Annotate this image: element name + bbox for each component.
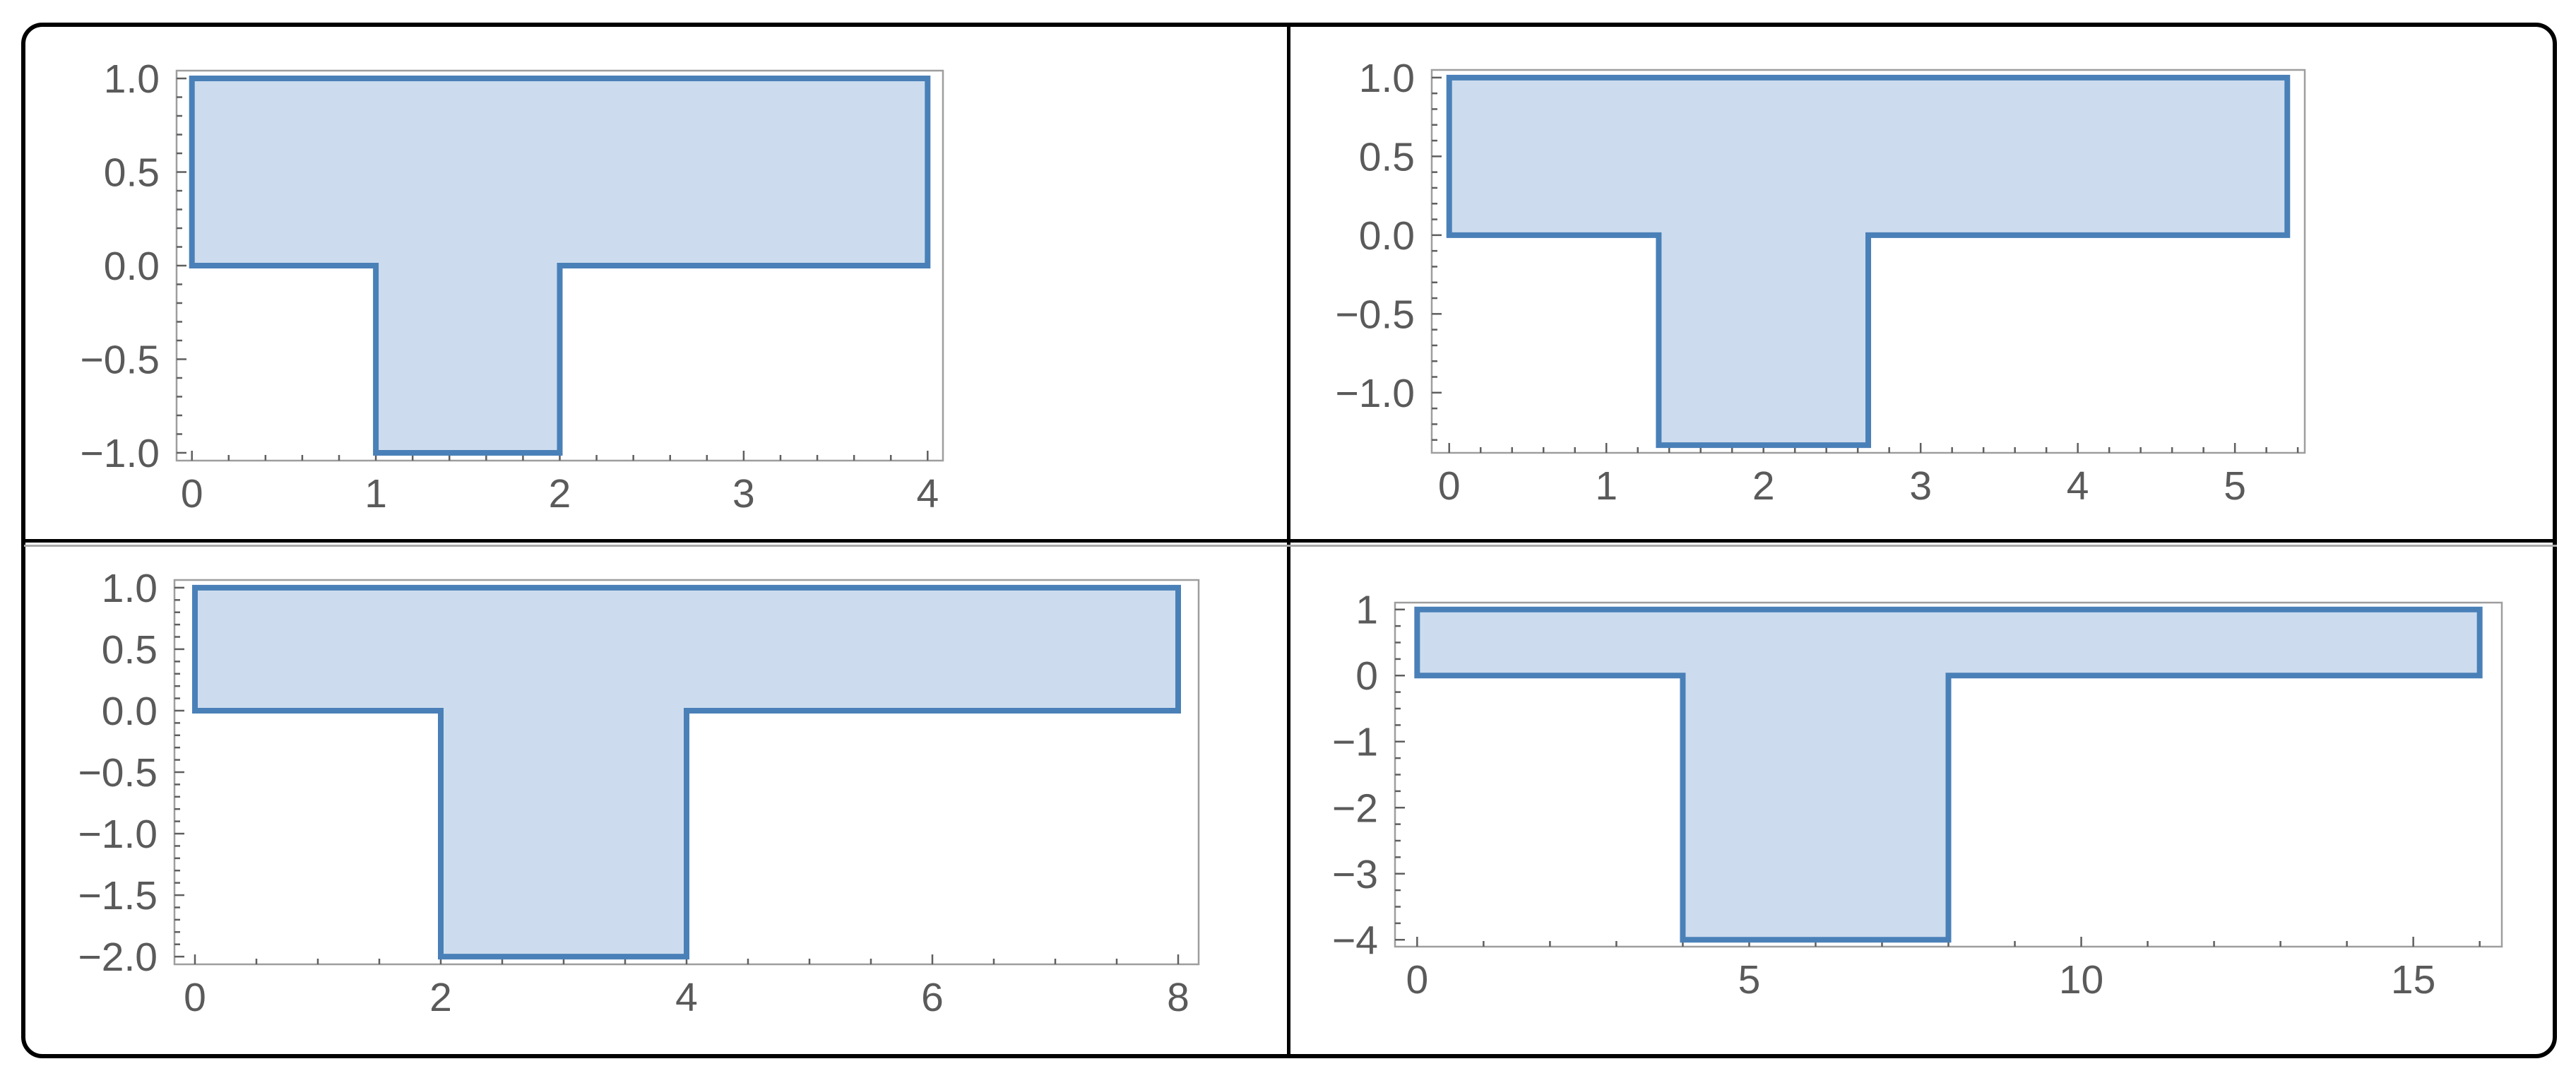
x-axis-labels: 0 5 10 15 bbox=[1406, 957, 2435, 1002]
y-axis-ticks bbox=[1432, 76, 1442, 441]
y-tick-label: −2.0 bbox=[78, 935, 158, 980]
x-tick-label: 5 bbox=[1738, 957, 1761, 1002]
x-tick-label: 4 bbox=[916, 471, 939, 516]
x-tick-label: 3 bbox=[1909, 463, 1932, 509]
x-tick-label: 10 bbox=[2059, 957, 2103, 1002]
t-shape-region bbox=[1414, 606, 2483, 943]
x-tick-label: 5 bbox=[2224, 463, 2246, 509]
x-tick-label: 8 bbox=[1167, 975, 1189, 1020]
x-tick-label: 1 bbox=[1595, 463, 1618, 509]
x-tick-label: 15 bbox=[2391, 957, 2435, 1002]
x-tick-label: 1 bbox=[364, 471, 387, 516]
plot-panel-bottom-left: 0 2 4 6 8 1.0 0.5 0.0 −0.5 −1.0 −1.5 −2.0 bbox=[78, 566, 1200, 1020]
y-tick-label: 0 bbox=[1355, 653, 1378, 699]
y-axis-ticks bbox=[1395, 608, 1405, 941]
plot-frame bbox=[1430, 69, 2306, 454]
x-tick-label: 0 bbox=[184, 975, 206, 1020]
y-tick-label: 1.0 bbox=[104, 57, 160, 102]
x-tick-label: 2 bbox=[429, 975, 452, 1020]
y-axis-labels: 1.0 0.5 0.0 −0.5 −1.0 bbox=[1335, 56, 1415, 416]
y-tick-label: −1.0 bbox=[1335, 371, 1415, 416]
x-axis-ticks bbox=[191, 451, 929, 461]
y-tick-label: 0.5 bbox=[1359, 134, 1415, 179]
plot-panel-top-right: 0 1 2 3 4 5 1.0 0.5 0.0 −0.5 −1.0 bbox=[1335, 56, 2306, 509]
y-tick-label: −1.5 bbox=[78, 873, 158, 918]
y-axis-labels: 1.0 0.5 0.0 −0.5 −1.0 −1.5 −2.0 bbox=[78, 566, 158, 980]
y-tick-label: −1 bbox=[1332, 720, 1378, 765]
y-tick-label: 0.0 bbox=[102, 689, 158, 734]
y-tick-label: 0.5 bbox=[102, 627, 158, 673]
y-tick-label: 0.0 bbox=[1359, 213, 1415, 259]
y-axis-labels: 1 0 −1 −2 −3 −4 bbox=[1332, 588, 1378, 964]
y-tick-label: −1.0 bbox=[78, 812, 158, 857]
y-tick-label: 0.5 bbox=[104, 150, 160, 196]
x-axis-ticks bbox=[1448, 443, 2299, 453]
x-axis-labels: 0 1 2 3 4 5 bbox=[1438, 463, 2246, 509]
y-tick-label: 0.0 bbox=[104, 244, 160, 289]
x-tick-label: 0 bbox=[1438, 463, 1461, 509]
y-tick-label: −3 bbox=[1332, 852, 1378, 897]
y-tick-label: −0.5 bbox=[80, 337, 160, 382]
x-tick-label: 6 bbox=[921, 975, 944, 1020]
y-tick-label: −0.5 bbox=[78, 750, 158, 795]
y-tick-label: 1.0 bbox=[1359, 56, 1415, 101]
y-tick-label: −1.0 bbox=[80, 431, 160, 476]
grid-divider-shadow bbox=[24, 545, 2557, 547]
y-tick-label: −4 bbox=[1332, 918, 1378, 963]
x-axis-labels: 0 2 4 6 8 bbox=[184, 975, 1189, 1020]
plot-panel-top-left: 0 1 2 3 4 1.0 0.5 0.0 −0.5 −1.0 bbox=[80, 57, 944, 516]
t-shape-region bbox=[1446, 74, 2291, 449]
y-tick-label: −2 bbox=[1332, 786, 1378, 831]
y-axis-labels: 1.0 0.5 0.0 −0.5 −1.0 bbox=[80, 57, 160, 476]
x-tick-label: 0 bbox=[181, 471, 203, 516]
x-tick-label: 2 bbox=[549, 471, 571, 516]
grid-divider-horizontal bbox=[24, 539, 2557, 543]
x-tick-label: 4 bbox=[2067, 463, 2089, 509]
t-shape-region bbox=[192, 584, 1181, 960]
y-tick-label: 1.0 bbox=[102, 566, 158, 611]
x-axis-labels: 0 1 2 3 4 bbox=[181, 471, 939, 516]
y-axis-ticks bbox=[177, 77, 186, 454]
t-shape-region bbox=[189, 76, 931, 456]
x-tick-label: 0 bbox=[1406, 957, 1428, 1002]
x-tick-label: 3 bbox=[732, 471, 755, 516]
y-axis-ticks bbox=[174, 586, 184, 958]
y-tick-label: −0.5 bbox=[1335, 292, 1415, 337]
x-tick-label: 2 bbox=[1752, 463, 1775, 509]
y-tick-label: 1 bbox=[1355, 588, 1378, 633]
x-tick-label: 4 bbox=[675, 975, 698, 1020]
